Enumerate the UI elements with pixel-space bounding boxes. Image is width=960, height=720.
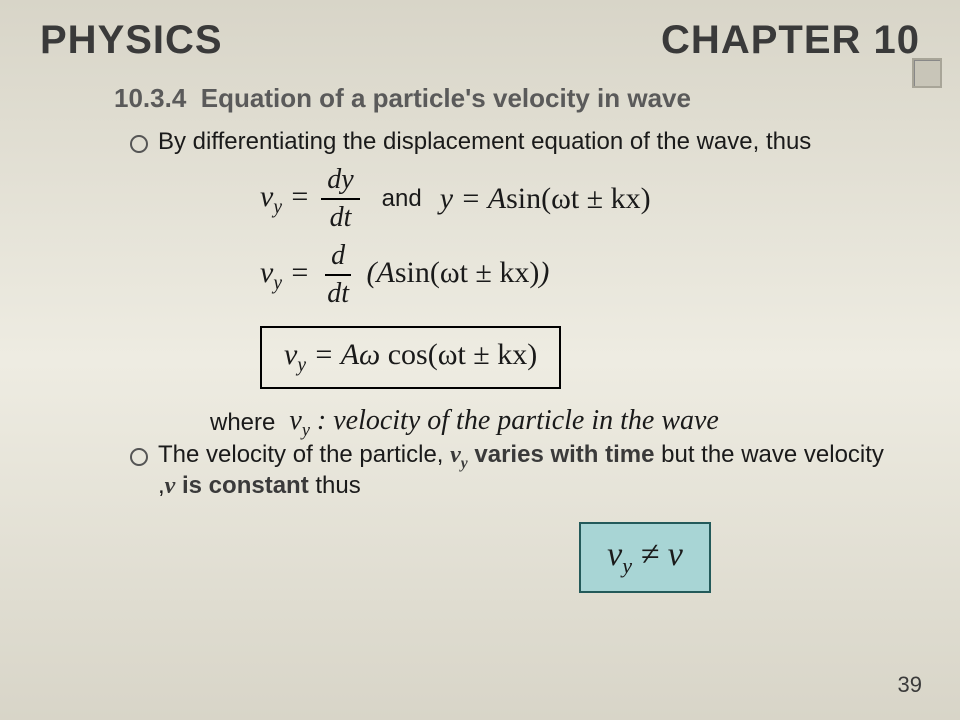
section-title: 10.3.4 Equation of a particle's velocity… xyxy=(114,83,900,114)
corner-decoration xyxy=(912,58,942,88)
where-definition: vy : velocity of the particle in the wav… xyxy=(289,405,718,441)
header-chapter: CHAPTER 10 xyxy=(661,18,920,63)
header: PHYSICS CHAPTER 10 xyxy=(0,0,960,63)
page-number: 39 xyxy=(898,672,922,698)
equation-row-3: vy = Aω cos(ωt ± kx) xyxy=(260,316,900,399)
header-physics: PHYSICS xyxy=(40,18,223,63)
bullet-1: By differentiating the displacement equa… xyxy=(130,128,900,156)
eq-vy-derivative: vy = ddt (Asin(ωt ± kx)) xyxy=(260,240,549,310)
section-number: 10.3.4 xyxy=(114,83,186,113)
where-row: where vy : velocity of the particle in t… xyxy=(210,405,900,441)
eq-vy-result-box: vy = Aω cos(ωt ± kx) xyxy=(260,326,561,389)
eq-y-displacement: y = Asin(ωt ± kx) xyxy=(440,182,651,216)
eq-vy-neq-v-box: vy ≠ v xyxy=(579,522,711,593)
eq-vy-dydt: vy = dydt xyxy=(260,164,364,234)
and-connector: and xyxy=(382,185,422,213)
equation-row-1: vy = dydt and y = Asin(ωt ± kx) xyxy=(260,164,900,234)
where-label: where xyxy=(210,409,275,437)
content: 10.3.4 Equation of a particle's velocity… xyxy=(0,63,960,607)
section-title-text: Equation of a particle's velocity in wav… xyxy=(201,83,691,113)
final-equation-container: vy ≠ v xyxy=(390,508,900,607)
bullet-2: The velocity of the particle, vy varies … xyxy=(130,441,900,501)
equation-row-2: vy = ddt (Asin(ωt ± kx)) xyxy=(260,240,900,310)
